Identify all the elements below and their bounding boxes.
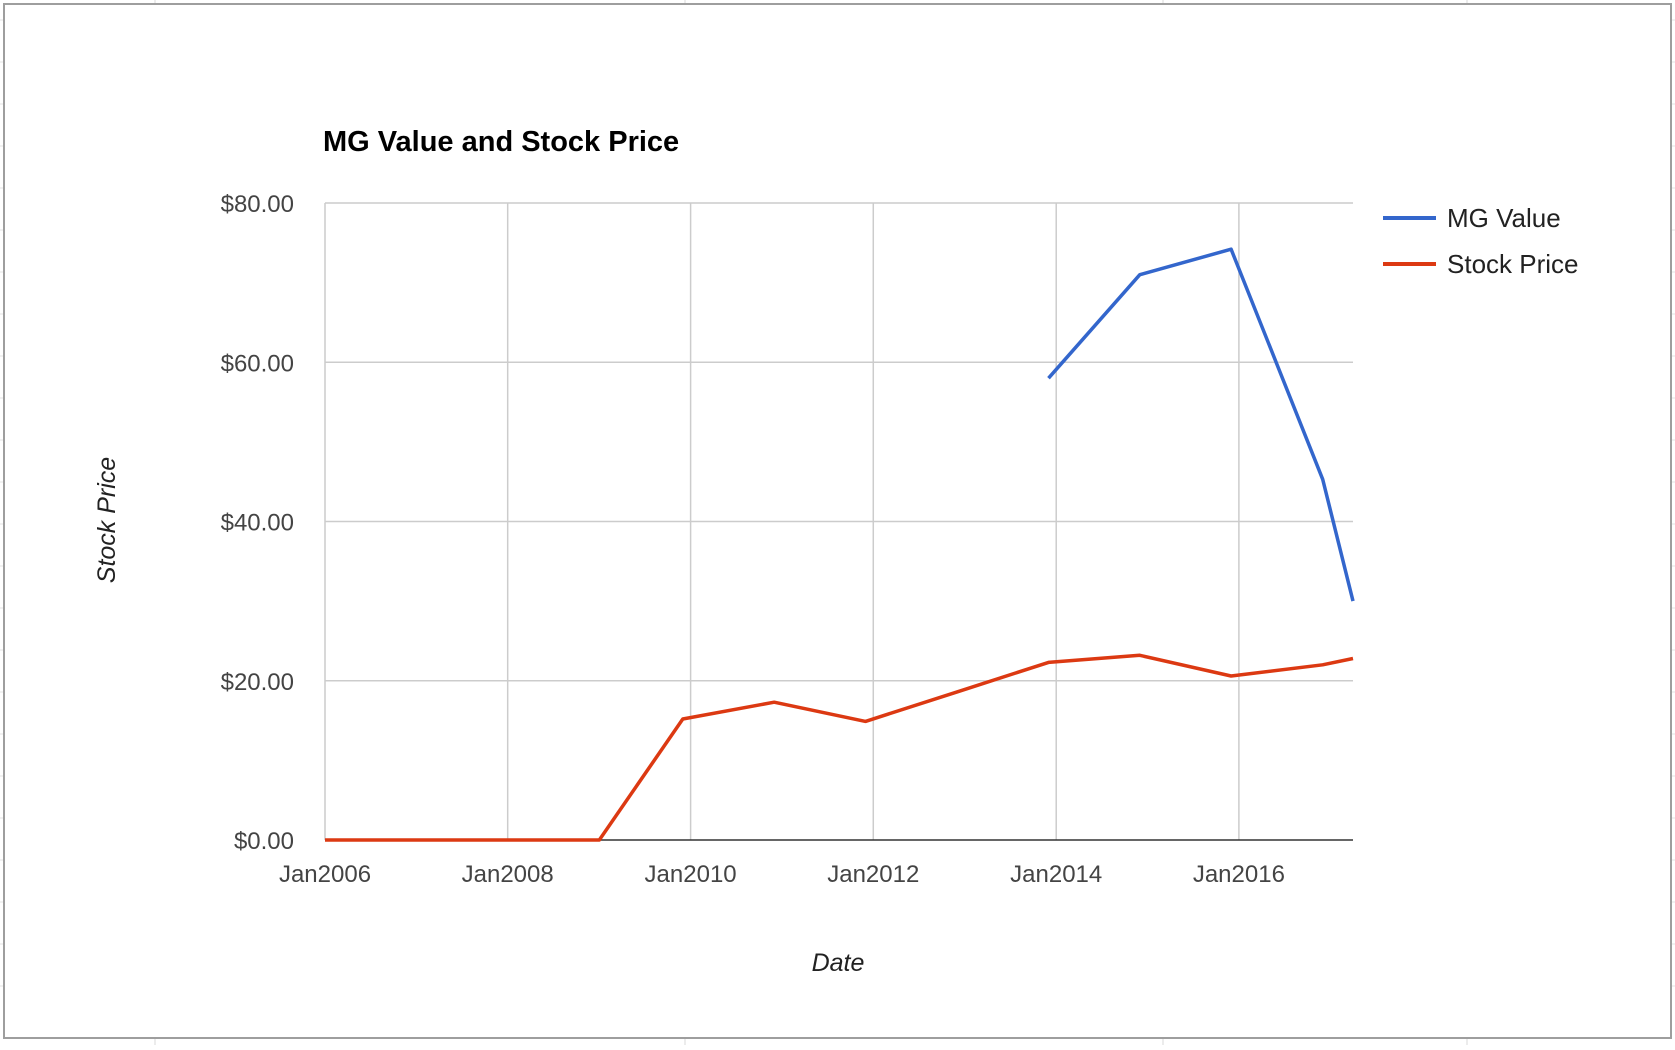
y-tick-label: $40.00: [221, 510, 294, 537]
x-tick-label: Jan2010: [645, 861, 737, 888]
y-tick-label: $20.00: [221, 669, 294, 696]
x-tick-label: Jan2006: [279, 861, 371, 888]
x-axis-tick-labels: Jan2006 Jan2008 Jan2010 Jan2012 Jan2014 Jan20…: [279, 861, 1285, 888]
legend: MG Value Stock Price: [1383, 203, 1579, 279]
gridlines: [324, 202, 1353, 840]
y-axis-title: Stock Price: [93, 457, 121, 583]
x-tick-label: Jan2016: [1193, 861, 1285, 888]
y-tick-label: $60.00: [221, 350, 294, 377]
x-tick-label: Jan2012: [827, 861, 919, 888]
chart-title: MG Value and Stock Price: [323, 126, 679, 158]
series-line-stock-price: [325, 653, 1354, 842]
y-axis-tick-labels: $0.00 $20.00 $40.00 $60.00 $80.00: [221, 191, 294, 855]
y-tick-label: $80.00: [221, 191, 294, 218]
y-tick-label: $0.00: [234, 828, 294, 855]
series-line-mg-value: [1047, 247, 1355, 602]
legend-label-mg-value: MG Value: [1447, 203, 1561, 233]
x-tick-label: Jan2014: [1010, 861, 1102, 888]
x-tick-label: Jan2008: [462, 861, 554, 888]
x-axis-title: Date: [812, 949, 865, 977]
series-lines: [325, 247, 1355, 842]
legend-label-stock-price: Stock Price: [1447, 249, 1579, 279]
